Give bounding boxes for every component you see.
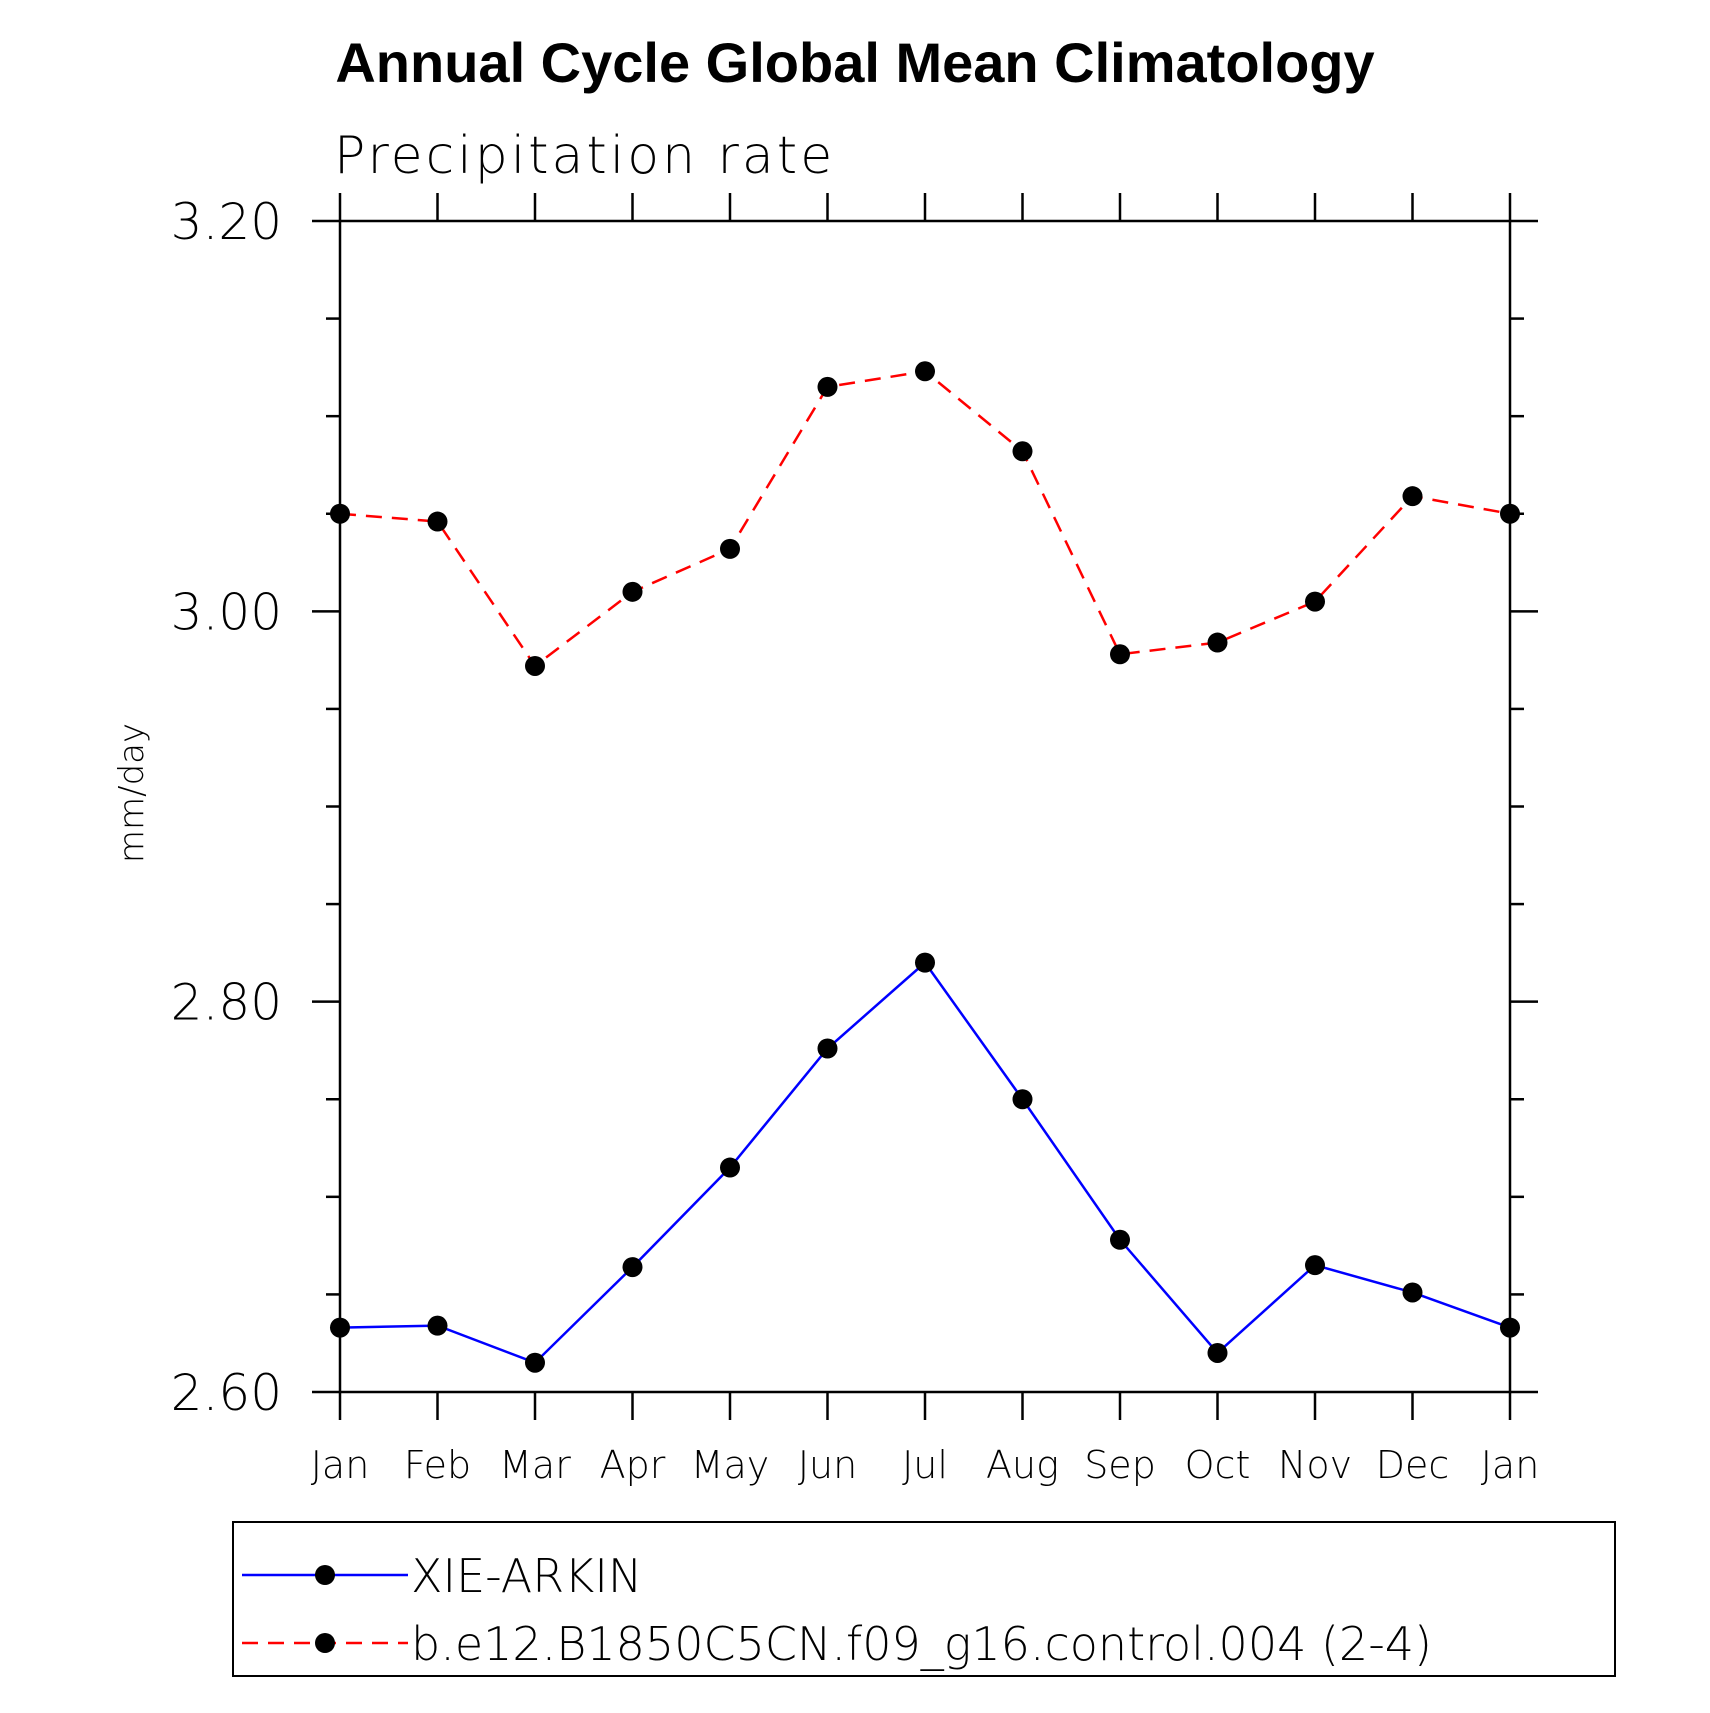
data-point — [427, 1315, 448, 1336]
x-tick-label: Apr — [600, 1443, 666, 1487]
data-point — [1207, 632, 1228, 653]
data-point — [1012, 441, 1033, 462]
x-axis-ticks: Jan Feb Mar Apr May Jun Jul Aug Sep Oct Nov Dec Jan — [311, 193, 1540, 1487]
data-point — [915, 361, 935, 382]
legend: XIE-ARKIN b.e12.B1850C5CN.f09_g16.contro… — [232, 1521, 1616, 1677]
x-tick-label: May — [691, 1443, 770, 1487]
x-tick-label: Jul — [902, 1443, 948, 1487]
data-point — [330, 1317, 350, 1338]
x-tick-label: Oct — [1185, 1443, 1251, 1487]
x-tick-label: Mar — [499, 1443, 571, 1487]
data-point — [1305, 1255, 1325, 1276]
chart-subtitle: Precipitation rate — [334, 126, 835, 186]
y-tick-label: 3.00 — [171, 583, 282, 641]
data-point — [1012, 1089, 1033, 1110]
y-axis-label: mm/day — [112, 723, 152, 863]
legend-label-model: b.e12.B1850C5CN.f09_g16.control.004 (2-4… — [411, 1617, 1432, 1671]
data-point — [622, 581, 643, 602]
data-point — [1305, 591, 1325, 612]
x-tick-label: Dec — [1376, 1443, 1450, 1487]
x-tick-label: Jan — [311, 1443, 370, 1487]
data-point — [720, 538, 740, 559]
legend-label-xie-arkin: XIE-ARKIN — [411, 1549, 642, 1603]
legend-marker-xie-arkin — [315, 1565, 335, 1585]
data-point — [525, 1352, 545, 1373]
legend-marker-model — [315, 1633, 335, 1653]
data-point — [330, 503, 350, 524]
data-point — [1207, 1342, 1228, 1363]
x-tick-label: Feb — [404, 1443, 471, 1487]
data-point — [1500, 1317, 1520, 1338]
y-tick-label: 2.60 — [171, 1364, 282, 1422]
data-point — [1402, 1282, 1423, 1303]
x-tick-label: Jan — [1481, 1443, 1540, 1487]
data-point — [1110, 1229, 1130, 1250]
series-layer — [330, 361, 1520, 1373]
x-tick-label: Aug — [986, 1443, 1059, 1487]
data-point — [1500, 503, 1520, 524]
data-point — [622, 1257, 643, 1278]
data-point — [1110, 644, 1130, 665]
x-tick-label: Sep — [1084, 1443, 1156, 1487]
x-tick-label: Nov — [1278, 1443, 1352, 1487]
data-point — [1402, 486, 1423, 507]
data-point — [915, 952, 935, 973]
y-tick-label: 3.20 — [171, 193, 282, 251]
data-point — [817, 376, 838, 397]
chart-title: Annual Cycle Global Mean Climatology — [335, 31, 1374, 94]
data-point — [817, 1038, 838, 1059]
data-point — [525, 655, 545, 676]
x-tick-label: Jun — [798, 1443, 857, 1487]
legend-box — [232, 1521, 1616, 1677]
data-point — [720, 1157, 740, 1178]
y-tick-label: 2.80 — [171, 974, 282, 1032]
data-point — [427, 511, 448, 532]
